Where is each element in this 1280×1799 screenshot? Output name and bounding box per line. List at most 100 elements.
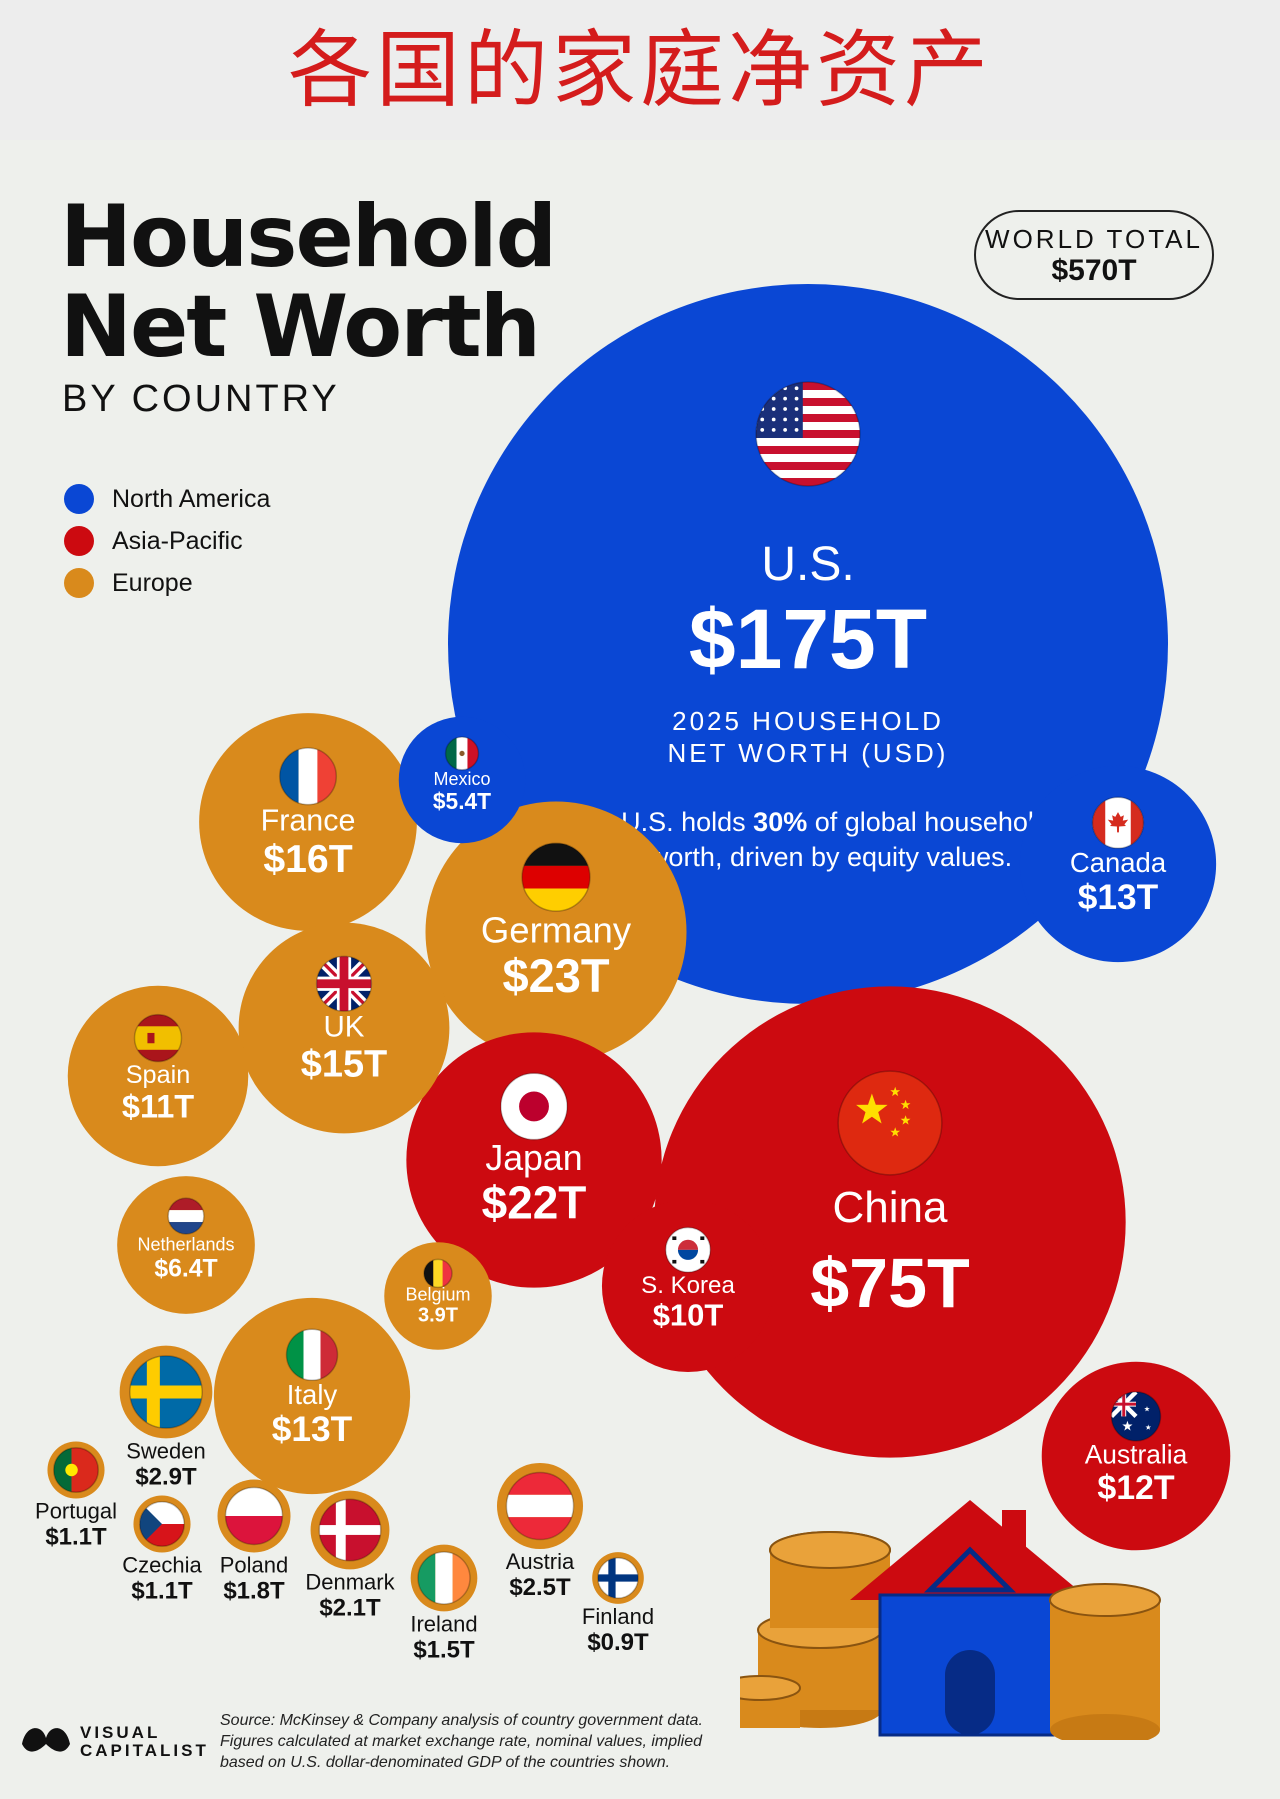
belgium-flag-icon (424, 1259, 452, 1288)
us-caption-line1: 2025 HOUSEHOLD (672, 706, 944, 736)
world-total-value: $570T (1051, 254, 1137, 287)
house-coins-illustration (740, 1500, 1161, 1740)
mexico-flag-icon (445, 736, 479, 770)
banner-title: 各国的家庭净资产 (287, 21, 992, 119)
bubble-name: Sweden (126, 1438, 206, 1463)
bubble-s-korea: S. Korea$10T (601, 1199, 775, 1373)
legend: North America Asia-Pacific Europe (64, 478, 270, 604)
bubble-value: $1.5T (413, 1636, 475, 1663)
legend-label: North America (112, 484, 271, 513)
bubble-name: UK (324, 1010, 365, 1043)
bubble-name: Australia (1085, 1440, 1188, 1470)
us-note-post: of global household (807, 807, 1049, 837)
bubble-finland: Finland$0.9T (582, 1552, 654, 1656)
house-icon (850, 1500, 1090, 1737)
bubble-value: $16T (263, 838, 352, 881)
bubble-name: Portugal (35, 1499, 117, 1524)
uk-flag-icon (316, 956, 372, 1012)
legend-label: Asia-Pacific (112, 526, 243, 555)
denmark-flag-icon (319, 1499, 381, 1561)
bubble-portugal: Portugal$1.1T (35, 1441, 117, 1551)
bubble-china: China $75T (654, 986, 1126, 1458)
bubble-circle-s-korea (601, 1199, 775, 1373)
bubble-name: Italy (287, 1379, 338, 1410)
bubble-name: China (833, 1183, 948, 1232)
bubble-france: France$16T (199, 713, 417, 931)
bubble-value: $2.1T (319, 1594, 381, 1621)
bubble-value: $13T (1078, 878, 1159, 917)
bubble-circle-netherlands (117, 1176, 255, 1314)
bubble-value: $175T (689, 592, 927, 686)
netherlands-flag-icon (168, 1198, 204, 1234)
bubble-netherlands: Netherlands$6.4T (117, 1176, 255, 1314)
bubble-value: $2.5T (509, 1574, 571, 1601)
source-line1: Source: McKinsey & Company analysis of c… (220, 1712, 703, 1729)
world-total-label: WORLD TOTAL (985, 224, 1203, 254)
bubble-circle-italy (213, 1297, 411, 1495)
infographic: Household Net Worth BY COUNTRY WORLD TOT… (0, 140, 1280, 1799)
bubble-name: Denmark (305, 1569, 395, 1594)
bubble-value: $1.8T (223, 1578, 285, 1605)
bubble-value: 3.9T (418, 1304, 458, 1326)
coin-stack-left-icon (757, 1531, 891, 1728)
logo-line2: CAPITALIST (80, 1741, 209, 1760)
bubble-circle-mexico (398, 716, 526, 844)
south-korea-flag-icon (665, 1227, 711, 1273)
us-flag-icon (756, 382, 860, 486)
bubble-name: S. Korea (641, 1272, 735, 1299)
legend-swatch-north-america (64, 484, 94, 514)
bubble-czechia: Czechia$1.1T (122, 1495, 203, 1605)
chart-title: Household Net Worth (60, 187, 557, 372)
logo-text: VISUAL CAPITALIST (72, 1724, 209, 1760)
bubble-name: Spain (126, 1061, 191, 1089)
bubble-name: Japan (485, 1138, 582, 1178)
bubble-circle-germany (425, 801, 687, 1063)
coin-stack-right-icon (1049, 1583, 1161, 1740)
bubble-value: $75T (810, 1244, 970, 1322)
bubble-austria: Austria$2.5T (496, 1462, 584, 1601)
bubble-name: Belgium (405, 1284, 470, 1304)
bubble-name: Czechia (122, 1553, 202, 1578)
bubble-value: $11T (122, 1088, 194, 1124)
spain-flag-icon (134, 1014, 182, 1062)
bubble-circle-australia (1041, 1361, 1231, 1551)
legend-swatch-asia-pacific (64, 526, 94, 556)
bubble-value: $23T (502, 949, 609, 1002)
bubble-value: $12T (1097, 1469, 1175, 1507)
banner: 各国的家庭净资产 (0, 0, 1280, 140)
finland-flag-icon (597, 1557, 639, 1599)
czechia-flag-icon (139, 1501, 185, 1547)
bubble-circle-uk (238, 922, 450, 1134)
us-note-bold: 30% (753, 807, 807, 837)
bubble-value: $13T (272, 1410, 353, 1449)
legend-swatch-europe (64, 568, 94, 598)
bubble-name: Mexico (433, 769, 490, 789)
bubble-value: $22T (482, 1176, 587, 1228)
bubble-name: Ireland (410, 1611, 477, 1636)
bubble-name: Poland (220, 1553, 289, 1578)
bubble-ireland: Ireland$1.5T (410, 1544, 478, 1663)
bubble-circle-france (199, 713, 417, 931)
bubble-value: $1.1T (45, 1524, 107, 1551)
bubble-circle-japan (406, 1032, 662, 1288)
bubble-name: Germany (481, 909, 632, 950)
chart-title-line1: Household (60, 187, 557, 287)
legend-item-asia-pacific: Asia-Pacific (64, 520, 270, 562)
bubble-mexico: Mexico$5.4T (398, 716, 526, 844)
italy-flag-icon (286, 1329, 338, 1381)
austria-flag-icon (506, 1472, 574, 1540)
ireland-flag-icon (418, 1552, 470, 1604)
bubble-value: $2.9T (135, 1463, 197, 1490)
bubble-japan: Japan$22T (406, 1032, 662, 1288)
bubble-value: $10T (653, 1297, 724, 1332)
bubble-spain: Spain$11T (67, 985, 249, 1167)
bubble-sweden: Sweden$2.9T (119, 1345, 213, 1490)
bubble-germany: Germany$23T (425, 801, 687, 1063)
visual-capitalist-logo: VISUAL CAPITALIST (20, 1722, 209, 1762)
bubble-value: $6.4T (154, 1256, 217, 1283)
source-line2: Figures calculated at market exchange ra… (220, 1733, 703, 1750)
germany-flag-icon (522, 843, 590, 912)
bubble-name: Canada (1070, 847, 1167, 878)
